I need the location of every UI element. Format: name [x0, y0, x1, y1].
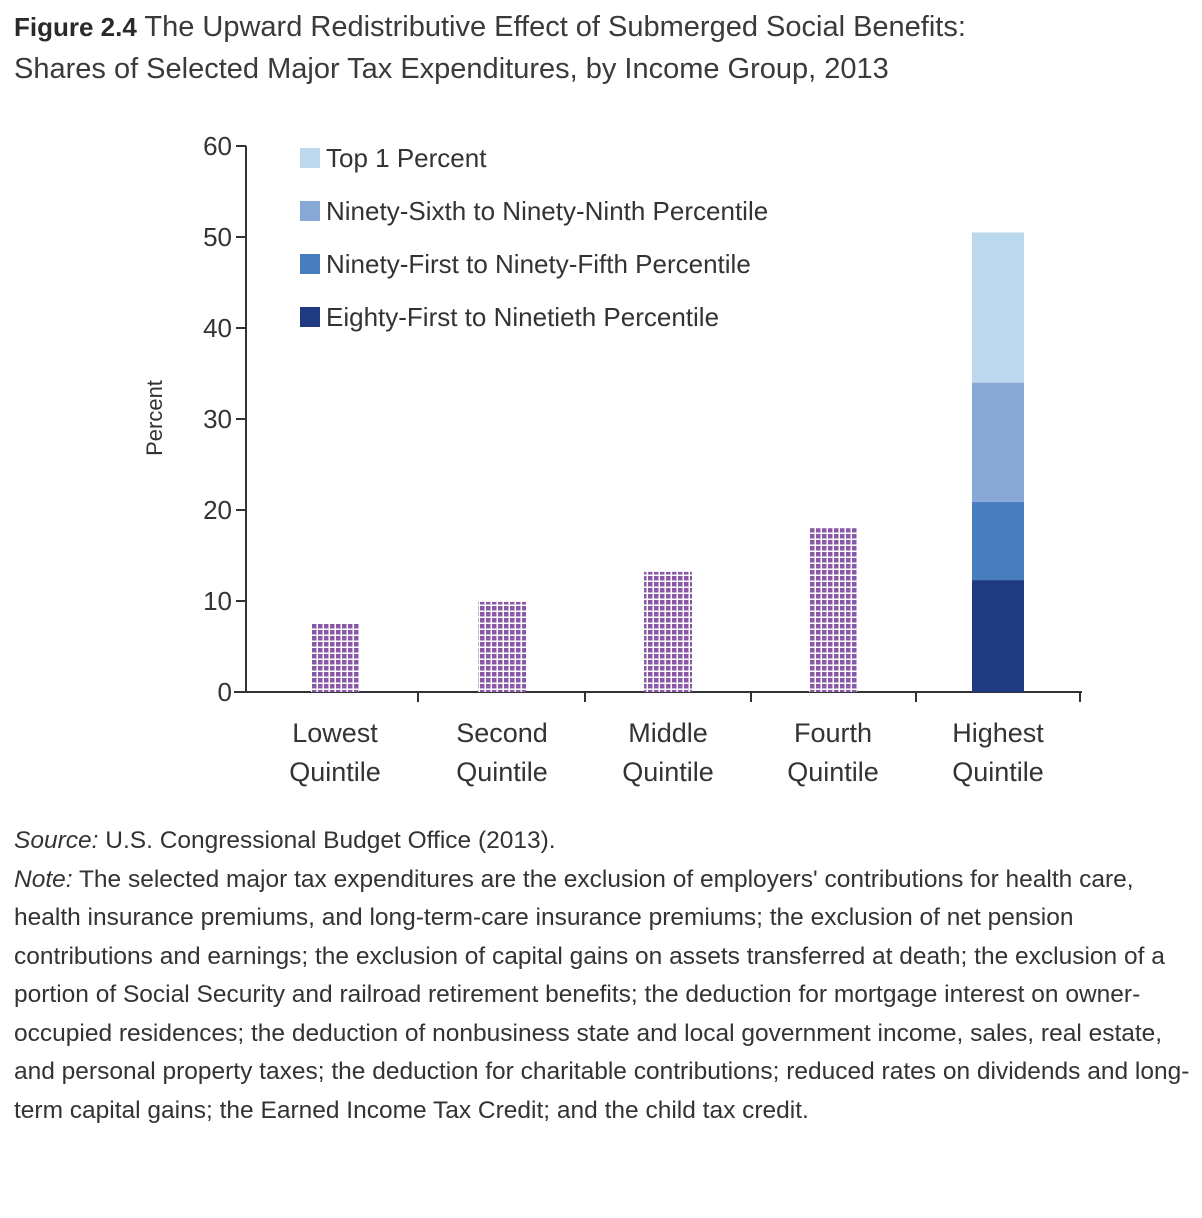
bar-segment-highest-quintile — [972, 232, 1024, 383]
chart: 0 10 20 30 40 50 60 Percent Lowest Quintile Second… — [142, 131, 1082, 787]
legend-label: Eighty-First to Ninetieth Percentile — [326, 302, 719, 332]
y-tick-label: 40 — [203, 313, 232, 343]
source-label: Source: — [14, 827, 99, 854]
bar-segment-highest-quintile — [972, 501, 1024, 581]
legend-swatch — [300, 201, 320, 221]
bar-segment-highest-quintile — [972, 382, 1024, 502]
y-tick-label: 10 — [203, 586, 232, 616]
figure-title: Figure 2.4 The Upward Redistributive Eff… — [14, 6, 1194, 90]
x-category-label: Quintile — [622, 757, 714, 787]
legend-swatch — [300, 307, 320, 327]
legend-label: Ninety-Sixth to Ninety-Ninth Percentile — [326, 196, 768, 226]
y-tick-label: 50 — [203, 222, 232, 252]
bar-quintile — [809, 528, 857, 692]
y-axis-label: Percent — [142, 380, 167, 456]
legend-swatch — [300, 254, 320, 274]
bar-quintile — [478, 601, 526, 692]
x-category-label: Highest — [952, 718, 1044, 748]
x-category-label: Quintile — [289, 757, 381, 787]
x-category-label: Second — [456, 718, 548, 748]
x-category-label: Quintile — [952, 757, 1044, 787]
legend-label: Ninety-First to Ninety-Fifth Percentile — [326, 249, 751, 279]
source-line: Source: U.S. Congressional Budget Office… — [14, 822, 1196, 861]
x-category-label: Middle — [628, 718, 708, 748]
figure-title-line2: Shares of Selected Major Tax Expenditure… — [14, 53, 889, 85]
source-text: U.S. Congressional Budget Office (2013). — [105, 827, 556, 854]
bar-quintile — [311, 623, 359, 692]
legend-swatch — [300, 148, 320, 168]
x-category-label: Lowest — [292, 718, 378, 748]
x-category-label: Fourth — [794, 718, 872, 748]
bar-quintile — [644, 571, 692, 692]
y-tick-label: 60 — [203, 131, 232, 161]
bar-segment-highest-quintile — [972, 580, 1024, 692]
note-label: Note: — [14, 865, 73, 893]
note-text: The selected major tax expenditures are … — [14, 865, 1190, 1124]
figure-title-line1: The Upward Redistributive Effect of Subm… — [144, 11, 966, 43]
x-category-label: Quintile — [456, 757, 548, 787]
x-category-label: Quintile — [787, 757, 879, 787]
note-paragraph: Note: The selected major tax expenditure… — [14, 861, 1196, 1131]
notes: Source: U.S. Congressional Budget Office… — [14, 822, 1196, 1130]
figure-label: Figure 2.4 — [14, 12, 137, 42]
y-tick-label: 30 — [203, 404, 232, 434]
legend-label: Top 1 Percent — [326, 143, 487, 173]
y-tick-label: 20 — [203, 495, 232, 525]
y-tick-label: 0 — [218, 677, 232, 707]
